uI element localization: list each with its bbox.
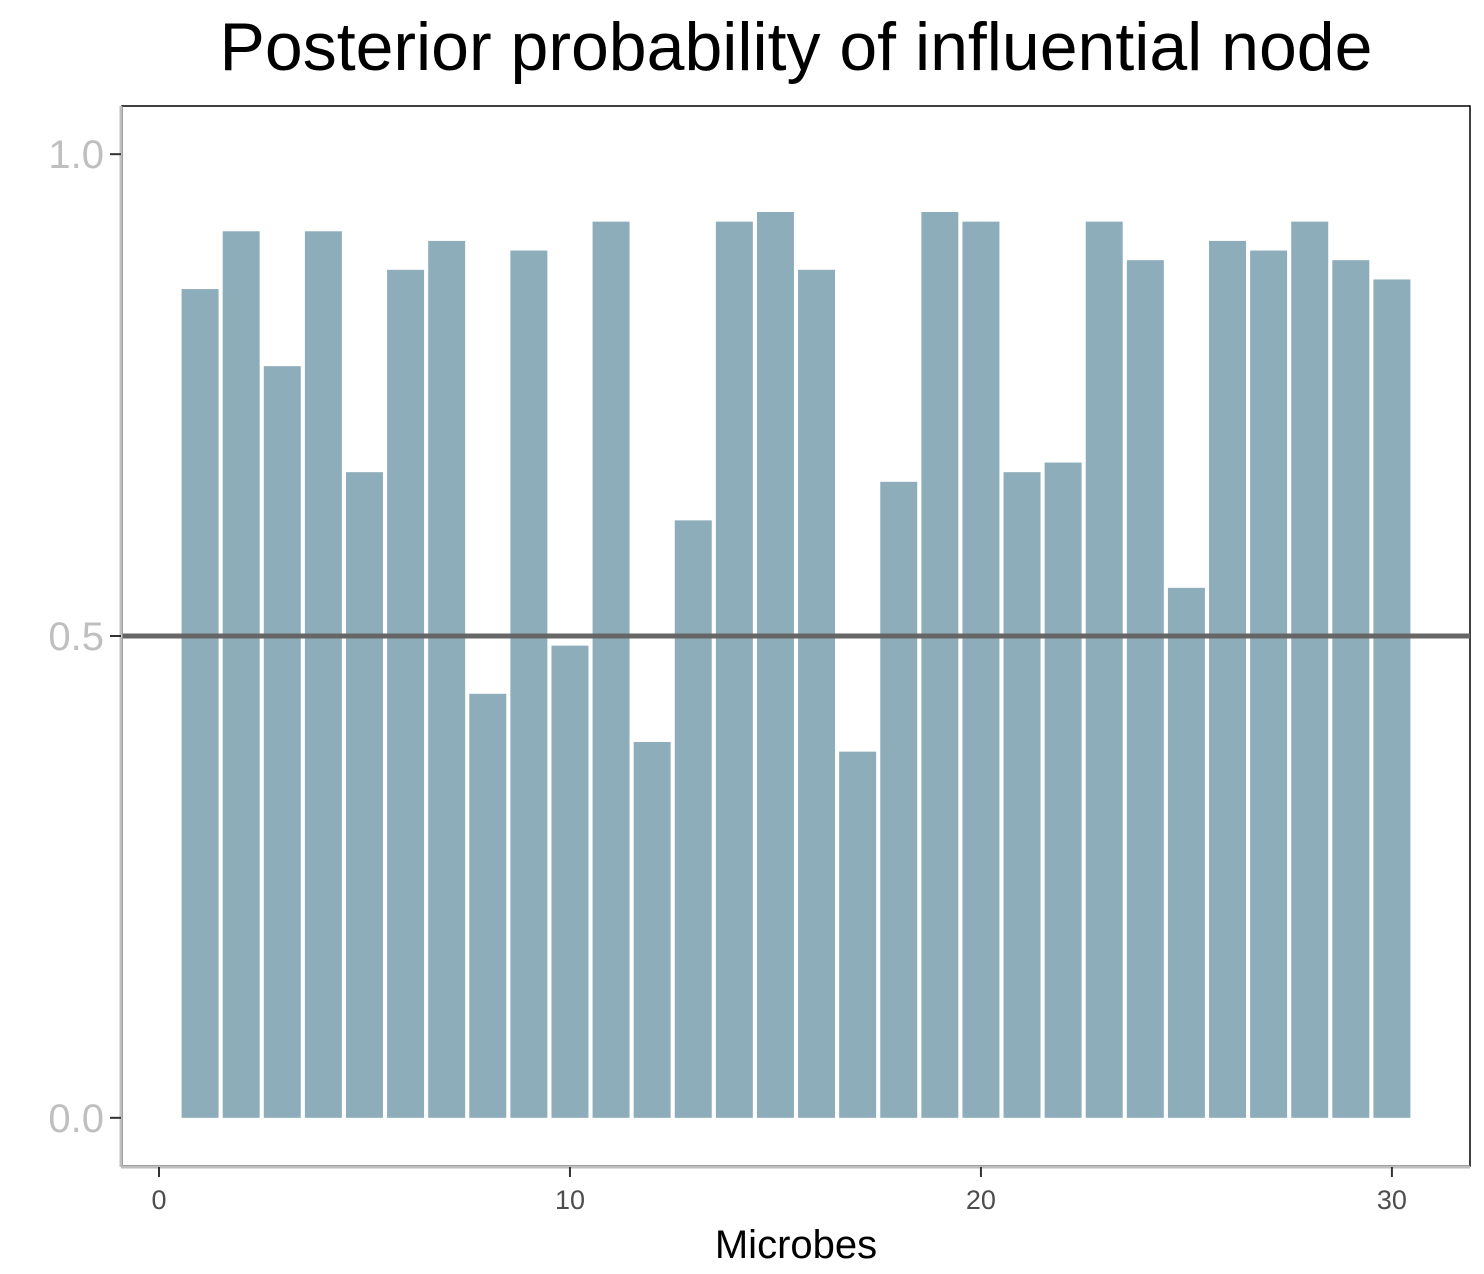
chart-title: Posterior probability of influential nod…	[220, 9, 1373, 85]
x-axis-title: Microbes	[715, 1223, 877, 1267]
bar-microbe-25	[1167, 587, 1205, 1118]
bar-microbe-7	[428, 240, 466, 1118]
y-tick-label: 0.0	[48, 1097, 104, 1141]
bars-layer	[181, 212, 1411, 1118]
y-axis: 0.0 0.5 1.0	[48, 133, 121, 1141]
bar-microbe-13	[674, 520, 712, 1118]
bar-microbe-4	[304, 231, 342, 1118]
bar-microbe-19	[921, 212, 959, 1118]
bar-microbe-10	[551, 645, 589, 1118]
bar-microbe-14	[715, 221, 753, 1118]
bar-microbe-29	[1332, 260, 1370, 1118]
bar-microbe-26	[1209, 240, 1247, 1118]
bar-microbe-3	[263, 366, 301, 1118]
bar-microbe-28	[1291, 221, 1329, 1118]
bar-microbe-21	[1003, 472, 1041, 1118]
x-axis: 0 10 20 30	[151, 1167, 1407, 1215]
x-tick-label: 10	[555, 1185, 585, 1215]
bar-microbe-27	[1250, 250, 1288, 1118]
bar-microbe-16	[798, 269, 836, 1118]
x-tick-label: 0	[151, 1185, 166, 1215]
bar-microbe-9	[510, 250, 548, 1118]
y-tick-label: 1.0	[48, 133, 104, 177]
x-tick-label: 30	[1377, 1185, 1407, 1215]
bar-microbe-2	[222, 231, 260, 1118]
bar-microbe-11	[592, 221, 630, 1118]
y-tick-label: 0.5	[48, 615, 104, 659]
bar-microbe-1	[181, 289, 219, 1118]
bar-microbe-12	[633, 742, 671, 1118]
bar-microbe-8	[469, 693, 507, 1118]
x-tick-label: 20	[966, 1185, 996, 1215]
bar-microbe-22	[1044, 462, 1082, 1118]
bar-microbe-18	[880, 481, 918, 1118]
bar-microbe-15	[756, 212, 794, 1118]
bar-microbe-5	[345, 472, 383, 1118]
bar-microbe-17	[839, 751, 877, 1118]
bar-microbe-24	[1126, 260, 1164, 1118]
bar-microbe-30	[1373, 279, 1411, 1118]
bar-microbe-20	[962, 221, 1000, 1118]
bar-microbe-6	[387, 269, 425, 1118]
bar-microbe-23	[1085, 221, 1123, 1118]
